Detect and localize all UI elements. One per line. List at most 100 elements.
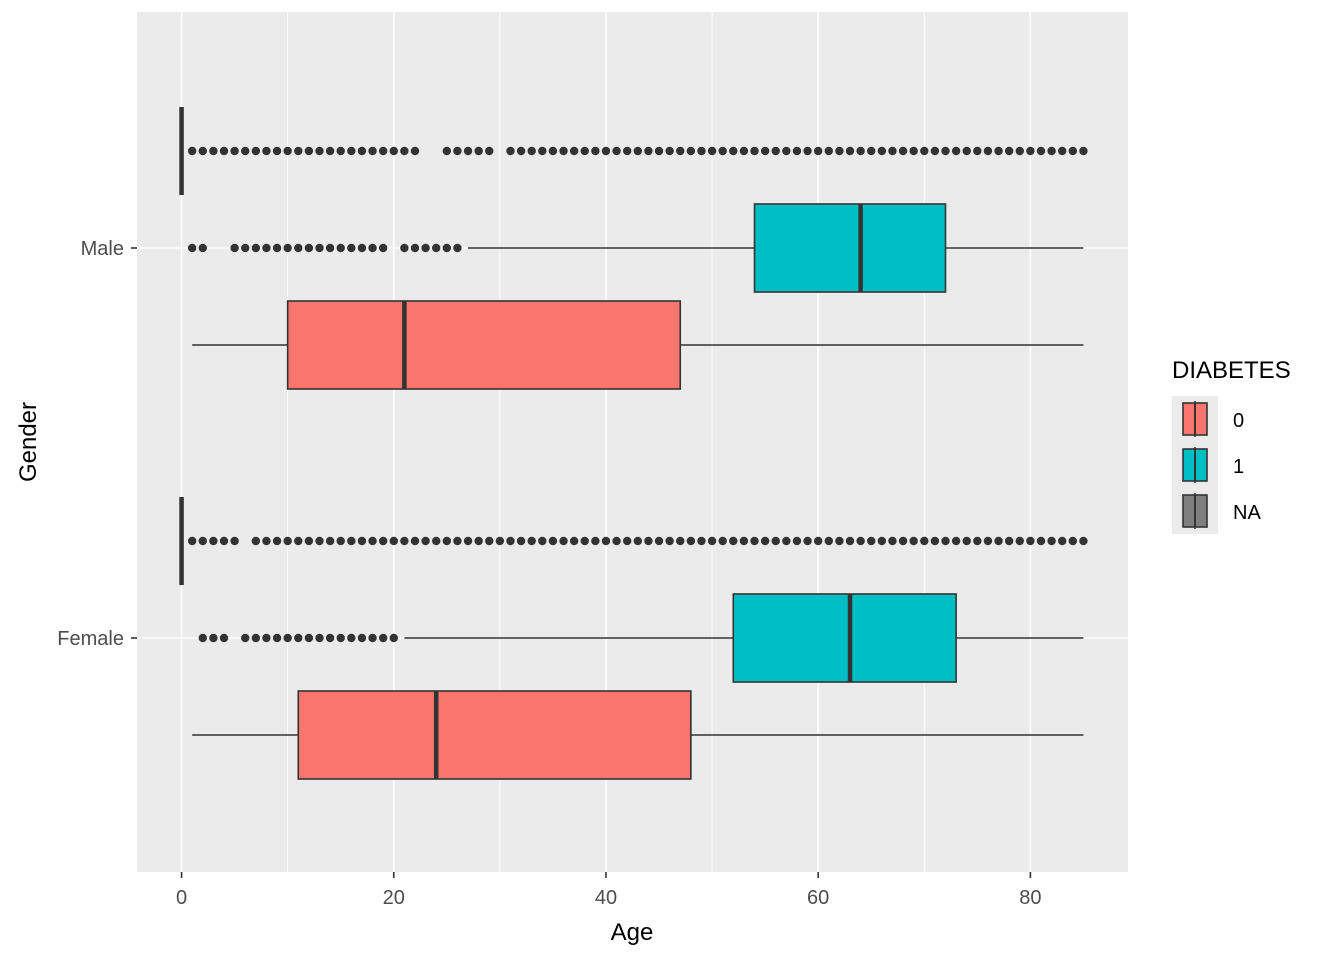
outlier-point (336, 536, 345, 546)
outlier-point (368, 243, 377, 253)
outlier-point (251, 633, 261, 643)
axes: 0 20 40 60 80 Male Female (57, 238, 1041, 909)
outlier-point (209, 633, 218, 643)
outlier-point (389, 536, 398, 546)
outlier-point (294, 243, 303, 253)
outlier-point (453, 243, 462, 253)
outlier-point (294, 536, 303, 546)
outlier-point (230, 536, 239, 546)
outlier-point (262, 633, 271, 643)
outlier-point (516, 536, 526, 546)
box-male-0 (192, 300, 1084, 390)
outlier-point (432, 243, 441, 253)
outlier-point (336, 146, 345, 156)
outlier-point (835, 146, 844, 156)
outlier-point (315, 633, 324, 643)
y-tick-label: Male (81, 238, 124, 260)
outlier-point (686, 536, 696, 546)
y-tick-label: Female (57, 628, 124, 650)
outlier-point (867, 146, 876, 156)
outlier-point (760, 536, 770, 546)
outlier-point (877, 146, 887, 156)
outlier-point (750, 536, 759, 546)
outlier-point (909, 146, 918, 156)
outlier-point (283, 146, 292, 156)
outlier-point (867, 536, 876, 546)
outlier-point (241, 633, 250, 643)
outlier-point (187, 243, 197, 253)
outlier-point (209, 146, 218, 156)
outlier-point (782, 146, 791, 156)
outlier-point (569, 536, 579, 546)
outlier-point (219, 536, 229, 546)
outlier-point (718, 146, 727, 156)
outlier-point (1036, 146, 1046, 156)
outlier-point (654, 536, 664, 546)
outlier-point (792, 536, 802, 546)
outlier-point (294, 633, 303, 643)
outlier-point (622, 146, 632, 156)
outlier-point (389, 146, 398, 156)
box-iqr (753, 203, 947, 293)
outlier-point (909, 536, 918, 546)
outlier-point (888, 146, 897, 156)
outlier-point (898, 536, 908, 546)
outlier-point (378, 536, 388, 546)
outlier-point (973, 146, 982, 156)
box-iqr (297, 690, 692, 780)
outlier-point (538, 536, 547, 546)
outlier-point (1004, 146, 1014, 156)
outlier-point (516, 146, 526, 156)
outlier-point (357, 146, 367, 156)
outlier-point (1047, 536, 1056, 546)
outlier-point (421, 536, 430, 546)
outlier-point (378, 243, 388, 253)
outlier-point (336, 633, 345, 643)
outlier-point (548, 146, 558, 156)
outlier-point (898, 146, 908, 156)
outlier-point (453, 146, 462, 156)
outlier-point (803, 536, 812, 546)
outlier-point (1026, 146, 1035, 156)
outlier-point (1058, 146, 1067, 156)
outlier-point (803, 146, 812, 156)
outlier-point (591, 146, 600, 156)
outlier-point (304, 536, 314, 546)
outlier-point (951, 146, 961, 156)
outlier-point (654, 146, 664, 156)
outlier-point (1079, 536, 1088, 546)
outlier-point (251, 243, 261, 253)
outlier-point (304, 146, 314, 156)
outlier-point (219, 633, 229, 643)
outlier-point (739, 146, 749, 156)
outlier-point (198, 633, 207, 643)
outlier-point (1047, 146, 1056, 156)
outlier-point (272, 633, 282, 643)
outlier-point (856, 146, 865, 156)
outlier-point (368, 146, 377, 156)
outlier-point (474, 146, 483, 156)
outlier-point (1058, 536, 1067, 546)
outlier-point (813, 146, 823, 156)
outlier-point (962, 536, 971, 546)
x-tick-label: 60 (807, 887, 829, 909)
outlier-point (856, 536, 865, 546)
outlier-point (389, 633, 398, 643)
box-female-na (179, 497, 1088, 585)
outlier-point (400, 243, 409, 253)
legend-label: 1 (1233, 456, 1244, 478)
outlier-point (347, 633, 356, 643)
outlier-point (1004, 536, 1014, 546)
outlier-point (463, 536, 473, 546)
outlier-point (622, 536, 632, 546)
outlier-point (325, 243, 335, 253)
outlier-point (941, 536, 950, 546)
outlier-point (410, 536, 420, 546)
outlier-point (580, 146, 589, 156)
outlier-point (262, 536, 271, 546)
outlier-point (442, 536, 452, 546)
outlier-point (612, 146, 621, 156)
outlier-point (485, 146, 494, 156)
outlier-point (272, 146, 282, 156)
outlier-point (771, 536, 780, 546)
